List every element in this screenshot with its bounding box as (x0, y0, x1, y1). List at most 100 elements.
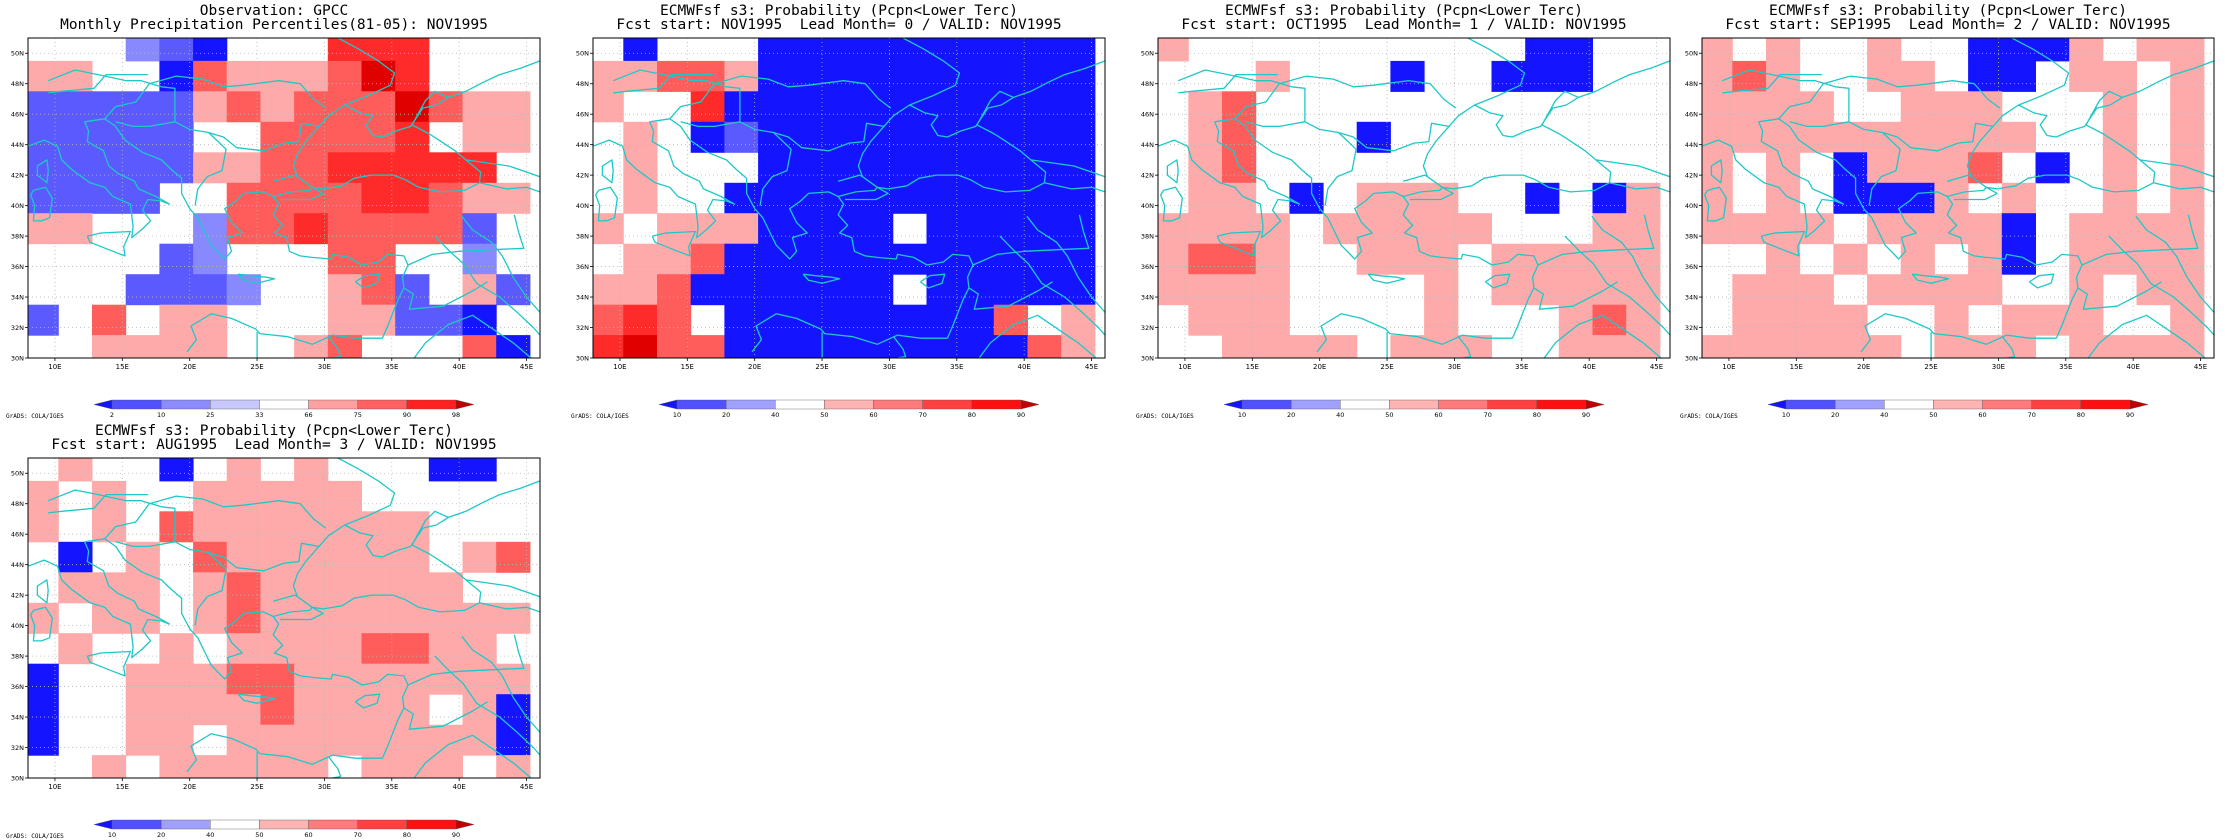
y-tick-label: 46N (576, 111, 589, 119)
y-tick-label: 48N (1685, 80, 1698, 88)
grid-cell (1766, 152, 1801, 184)
grid-cell (2170, 274, 2205, 306)
grid-cell (1626, 335, 1661, 358)
grid-cell (1867, 60, 1902, 92)
grid-cell (58, 60, 93, 92)
map-figure: 10E 15E 20E 25E 30E 35E 40E 45E 50N 48N 46N 44N 42N 4… (1141, 37, 1671, 419)
grid-cell (2102, 213, 2137, 245)
grid-cell (1558, 304, 1593, 336)
colorbar-label: 2 (110, 411, 114, 419)
grid-cell (758, 60, 793, 92)
grid-cell (226, 541, 261, 573)
y-tick-label: 48N (11, 500, 24, 508)
grid-cell (2001, 182, 2036, 214)
grid-cell (791, 182, 826, 214)
grid-cell (58, 633, 93, 665)
grid-cell (193, 91, 228, 123)
grid-cell (993, 335, 1028, 358)
coastlines (28, 458, 540, 778)
colorbar-label: 70 (1484, 411, 1492, 419)
grid-cell (226, 274, 261, 306)
grid-cell (1390, 213, 1425, 245)
colorbar-label: 60 (304, 831, 312, 839)
y-tick-label: 30N (1141, 355, 1154, 363)
y-tick-label: 32N (576, 324, 589, 332)
grid-cell (1525, 243, 1560, 275)
coastlines (28, 38, 540, 358)
grid-cell (1255, 304, 1290, 336)
grid-cell (1558, 38, 1593, 62)
grid-cell (496, 755, 531, 778)
grid-cell (1158, 213, 1189, 245)
grid-cell (926, 243, 961, 275)
grid-cell (724, 121, 759, 153)
grid-cell (125, 335, 160, 358)
grid-cell (58, 458, 93, 482)
grid-cell (260, 541, 295, 573)
grid-cell (1061, 335, 1096, 358)
grid-cell (193, 541, 228, 573)
grid-cell (825, 182, 860, 214)
y-tick-label: 34N (11, 294, 24, 302)
grid-cell (327, 335, 362, 358)
grid-cell (226, 152, 261, 184)
grid-cell (327, 480, 362, 512)
grid-cell (462, 243, 497, 275)
grid-cell (825, 91, 860, 123)
panel-forecast-lead-1: ECMWFsf s3: Probability (Pcpn<Lower Terc… (1134, 0, 1674, 420)
grid-cell (758, 91, 793, 123)
grid-cell (960, 274, 995, 306)
colorbar-label: 10 (673, 411, 681, 419)
grid-cell (593, 60, 624, 92)
grid-cell (496, 121, 531, 153)
grid-cell (993, 304, 1028, 336)
grid-cell (226, 458, 261, 482)
grid-cell (1592, 213, 1627, 245)
grid-cell (1491, 60, 1526, 92)
gridlines (1158, 38, 1670, 358)
colorbar-label: 90 (452, 831, 460, 839)
grid-cell (1558, 274, 1593, 306)
grid-cell (1702, 213, 1733, 245)
grid-cell (593, 91, 624, 123)
map-figure: 10E 15E 20E 25E 30E 35E 40E 45E 50N 48N 46N 44N 42N 4… (1685, 37, 2215, 419)
x-tick-label: 45E (1650, 363, 1663, 371)
grid-cell (28, 213, 59, 245)
grid-cell (327, 243, 362, 275)
grid-cell (193, 755, 228, 778)
grid-cell (1934, 335, 1969, 358)
y-tick-label: 38N (11, 233, 24, 241)
map-frame (592, 37, 1106, 359)
grid-cell (428, 213, 463, 245)
x-tick-label: 15E (681, 363, 694, 371)
grid-cell (791, 335, 826, 358)
grid-cell (1027, 182, 1062, 214)
grid-cell (657, 304, 692, 336)
grid-cell (193, 480, 228, 512)
grid-cell (623, 274, 658, 306)
map-frame (27, 457, 541, 779)
grid-cell (1766, 243, 1801, 275)
y-tick-label: 30N (1685, 355, 1698, 363)
grid-cell (1356, 182, 1391, 214)
grid-cell (428, 182, 463, 214)
colorbar-label: 70 (2028, 411, 2036, 419)
y-tick-label: 38N (576, 233, 589, 241)
colorbar-label: 40 (771, 411, 779, 419)
y-tick-label: 36N (1141, 263, 1154, 271)
map-frame (1157, 37, 1671, 359)
grid-cell (892, 304, 927, 336)
grid-cell (462, 91, 497, 123)
panel-title-line2: Fcst start: AUG1995 Lead Month= 3 / VALI… (51, 437, 497, 453)
grid-cell (2102, 182, 2137, 214)
x-tick-label: 15E (1246, 363, 1259, 371)
grid-cell (1732, 91, 1767, 123)
grid-cell (1732, 274, 1767, 306)
grid-cell (1061, 213, 1096, 245)
grid-cell (1934, 213, 1969, 245)
grid-cell (1255, 274, 1290, 306)
grid-cell (1833, 335, 1868, 358)
grid-cell (462, 458, 497, 482)
grid-cell (28, 694, 59, 726)
x-tick-label: 45E (520, 783, 533, 791)
